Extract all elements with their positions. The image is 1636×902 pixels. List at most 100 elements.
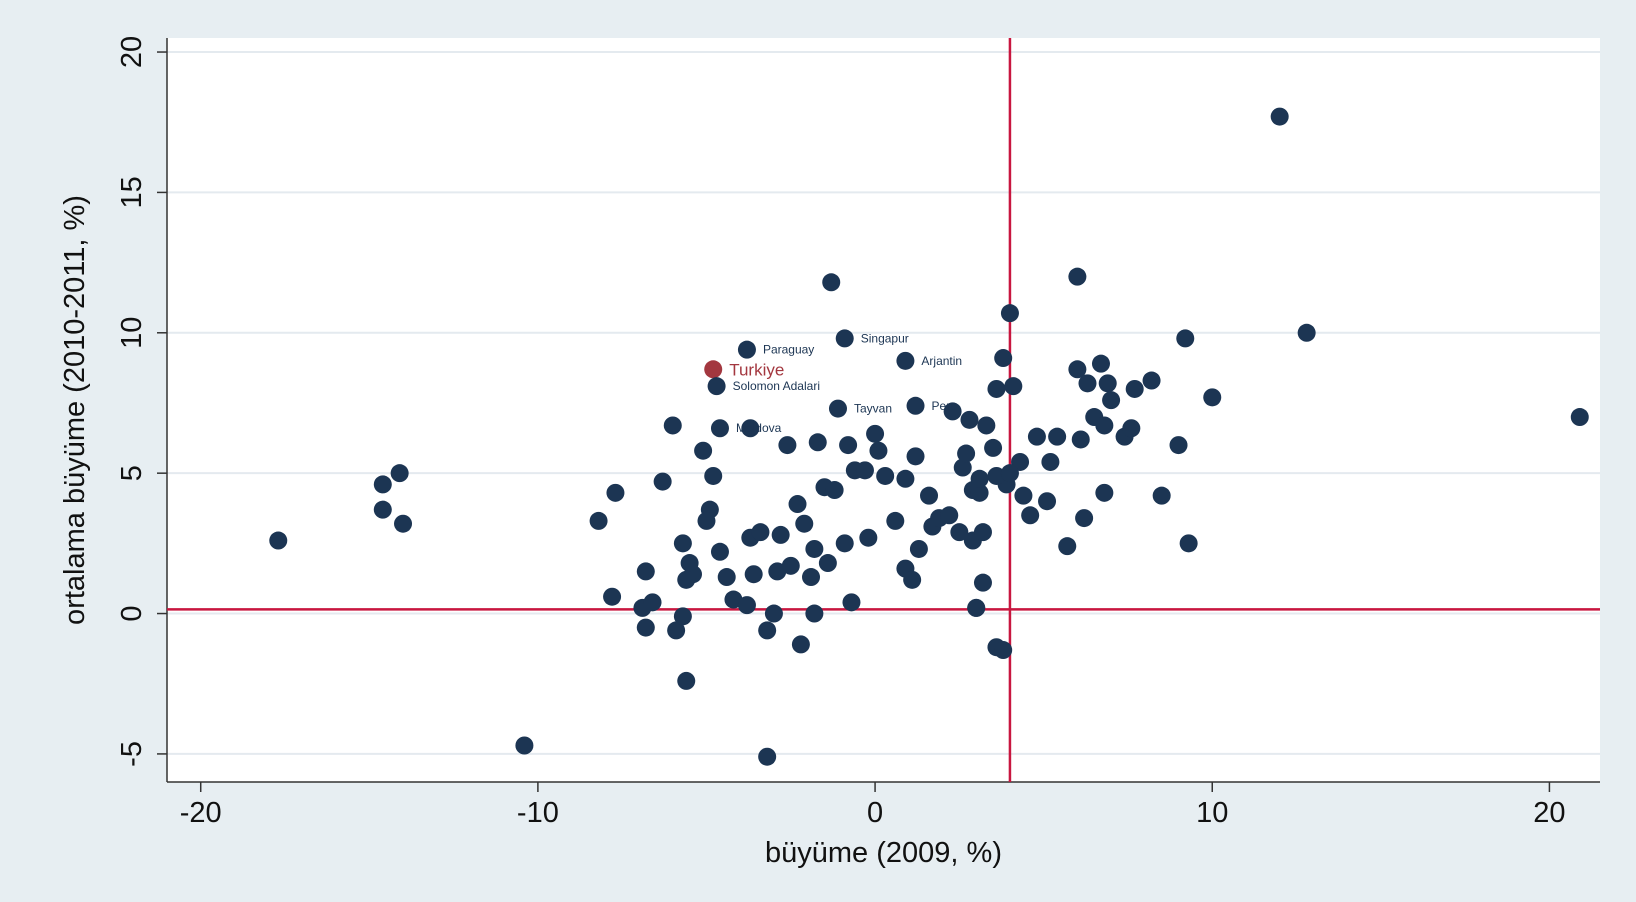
data-point xyxy=(1075,509,1094,528)
data-point xyxy=(805,539,824,558)
data-point xyxy=(1027,427,1046,446)
data-point xyxy=(636,618,655,637)
y-tick-label: 0 xyxy=(116,605,148,621)
data-point xyxy=(737,596,756,615)
data-point xyxy=(704,466,723,485)
data-point xyxy=(906,447,925,466)
data-point xyxy=(1179,534,1198,553)
data-point xyxy=(994,641,1013,660)
x-tick-label: 10 xyxy=(1196,797,1228,829)
data-point xyxy=(1570,408,1589,427)
data-point xyxy=(677,570,696,589)
data-point xyxy=(973,573,992,592)
y-tick-label: 20 xyxy=(116,36,148,68)
data-point xyxy=(822,273,841,292)
data-point xyxy=(818,554,837,573)
data-point xyxy=(866,424,885,443)
data-point xyxy=(1058,537,1077,556)
plot-area xyxy=(167,38,1600,782)
data-point xyxy=(1041,452,1060,471)
labeled-data-point xyxy=(737,340,756,359)
data-point xyxy=(768,562,787,581)
data-point xyxy=(663,416,682,435)
data-point xyxy=(515,736,534,755)
data-point xyxy=(758,747,777,766)
data-point xyxy=(903,570,922,589)
data-point xyxy=(1297,323,1316,342)
data-point xyxy=(1203,388,1222,407)
data-point xyxy=(835,534,854,553)
data-point xyxy=(1071,430,1090,449)
point-label: Turkiye xyxy=(729,360,784,379)
data-point xyxy=(781,556,800,575)
data-point xyxy=(606,483,625,502)
data-point xyxy=(1098,374,1117,393)
data-point xyxy=(788,495,807,514)
data-point xyxy=(694,441,713,460)
data-point xyxy=(957,444,976,463)
y-tick-label: 10 xyxy=(116,317,148,349)
data-point xyxy=(653,472,672,491)
data-point xyxy=(842,593,861,612)
data-point xyxy=(636,562,655,581)
data-point xyxy=(802,568,821,587)
data-point xyxy=(943,402,962,421)
data-point xyxy=(1176,329,1195,348)
labeled-data-point xyxy=(704,360,723,379)
data-point xyxy=(950,523,969,542)
data-point xyxy=(269,531,288,550)
data-point xyxy=(791,635,810,654)
point-label: Singapur xyxy=(861,331,909,345)
x-tick-label: 0 xyxy=(867,797,883,829)
data-point xyxy=(764,604,783,623)
data-point xyxy=(970,469,989,488)
data-point xyxy=(805,604,824,623)
data-point xyxy=(886,511,905,530)
data-point xyxy=(673,534,692,553)
labeled-data-point xyxy=(710,419,729,438)
data-point xyxy=(1270,107,1289,126)
data-point xyxy=(896,469,915,488)
data-point xyxy=(1142,371,1161,390)
data-point xyxy=(1169,436,1188,455)
data-point xyxy=(987,379,1006,398)
y-tick-label: -5 xyxy=(116,741,148,767)
data-point xyxy=(1152,486,1171,505)
data-point xyxy=(677,671,696,690)
data-point xyxy=(1000,464,1019,483)
data-point xyxy=(373,500,392,519)
point-label: Solomon Adalari xyxy=(733,379,820,393)
data-point xyxy=(876,466,895,485)
data-point xyxy=(1091,354,1110,373)
point-label: Tayvan xyxy=(854,402,892,416)
data-point xyxy=(869,441,888,460)
data-point xyxy=(855,461,874,480)
data-point xyxy=(771,525,790,544)
data-point xyxy=(940,506,959,525)
data-point xyxy=(1014,486,1033,505)
data-point xyxy=(643,593,662,612)
point-label: Peru xyxy=(932,399,957,413)
data-point xyxy=(1122,419,1141,438)
data-point xyxy=(710,542,729,561)
data-point xyxy=(967,598,986,617)
y-tick-label: 5 xyxy=(116,465,148,481)
point-label: Arjantin xyxy=(921,354,962,368)
data-point xyxy=(751,523,770,542)
data-point xyxy=(390,464,409,483)
data-point xyxy=(724,590,743,609)
labeled-data-point xyxy=(707,377,726,396)
y-axis-title: ortalama büyüme (2010-2011, %) xyxy=(59,195,91,625)
data-point xyxy=(984,438,1003,457)
data-point xyxy=(1038,492,1057,511)
data-point xyxy=(795,514,814,533)
x-axis-title: büyüme (2009, %) xyxy=(765,837,1002,869)
data-point xyxy=(1004,377,1023,396)
data-point xyxy=(987,466,1006,485)
x-tick-label: 20 xyxy=(1533,797,1565,829)
data-point xyxy=(973,523,992,542)
data-point xyxy=(717,568,736,587)
data-point xyxy=(909,539,928,558)
data-point xyxy=(758,621,777,640)
